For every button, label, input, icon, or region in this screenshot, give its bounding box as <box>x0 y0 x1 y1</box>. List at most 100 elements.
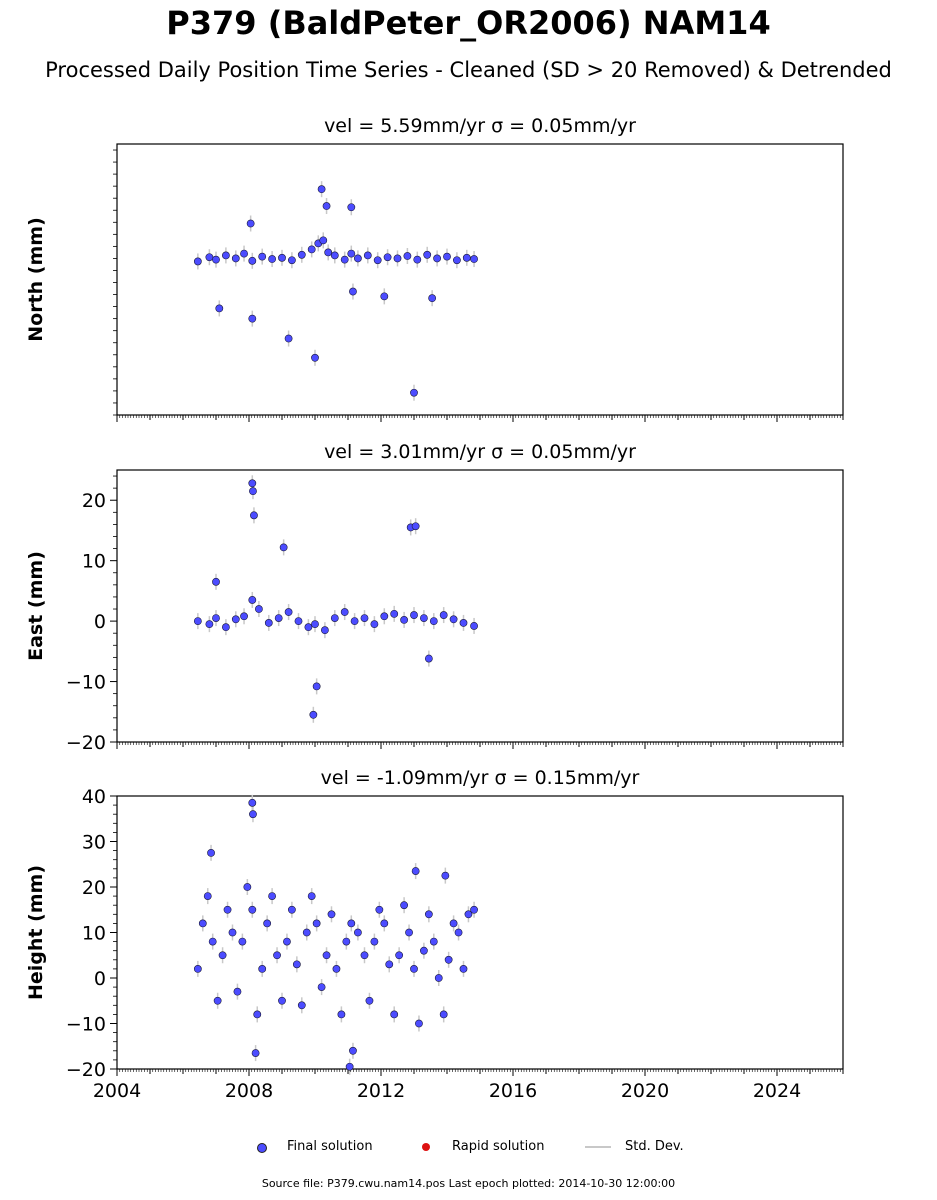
y-tick-label: −20 <box>66 732 106 754</box>
data-point <box>203 892 212 900</box>
y-tick-label: 20 <box>82 490 106 512</box>
data-point <box>322 951 331 960</box>
legend-rapid: Rapid solution <box>420 1137 560 1157</box>
data-point <box>411 867 420 875</box>
data-point <box>254 605 263 613</box>
y-tick-label: 30 <box>82 832 106 854</box>
data-point <box>400 616 408 624</box>
data-point <box>439 1010 448 1019</box>
data-point <box>205 620 214 629</box>
data-point <box>253 1010 262 1019</box>
data-point <box>312 682 321 691</box>
data-point <box>212 255 220 264</box>
data-point <box>443 252 451 261</box>
data-point <box>294 617 303 626</box>
data-point <box>278 253 286 262</box>
data-point <box>429 617 438 626</box>
x-tick-label: 2020 <box>621 1080 669 1102</box>
data-point <box>383 253 392 262</box>
data-point <box>258 252 267 261</box>
data-point <box>470 622 478 630</box>
legend-std-label: Std. Dev. <box>625 1139 684 1154</box>
data-point <box>353 254 362 263</box>
data-point <box>207 848 215 857</box>
data-point <box>248 905 257 914</box>
data-point <box>233 987 242 996</box>
data-point <box>250 511 258 520</box>
data-point <box>444 955 453 964</box>
data-point <box>347 249 356 258</box>
data-point <box>278 996 286 1005</box>
data-point <box>360 951 369 960</box>
data-point <box>284 608 293 616</box>
data-point <box>332 965 341 973</box>
data-point <box>380 612 389 621</box>
data-point <box>231 615 240 624</box>
x-tick-label: 2004 <box>93 1080 141 1102</box>
x-tick-label: 2008 <box>225 1080 273 1102</box>
data-point <box>258 965 267 973</box>
data-point <box>403 252 412 260</box>
data-point <box>307 245 316 254</box>
data-point <box>419 946 428 955</box>
data-point <box>395 951 404 960</box>
data-point <box>459 619 468 627</box>
data-point <box>248 256 257 265</box>
data-point <box>424 654 433 663</box>
data-point <box>405 928 413 937</box>
y-tick-label: 40 <box>82 786 106 808</box>
data-point <box>240 612 248 621</box>
data-point <box>324 248 333 257</box>
data-point <box>373 256 382 265</box>
data-point <box>297 250 306 259</box>
data-point <box>274 614 283 622</box>
data-point <box>309 710 318 719</box>
x-tick-label: 2024 <box>753 1080 801 1102</box>
data-point <box>385 960 394 969</box>
data-point <box>428 294 437 303</box>
x-tick-label: 2012 <box>357 1080 405 1102</box>
data-point <box>441 871 450 880</box>
data-point <box>380 919 389 928</box>
data-point <box>320 626 329 635</box>
data-point <box>273 951 281 960</box>
data-point <box>193 965 202 973</box>
data-point <box>249 487 257 496</box>
data-point <box>360 614 369 622</box>
data-point <box>213 996 222 1005</box>
data-point <box>423 250 432 259</box>
chart-title: P379 (BaldPeter_OR2006) NAM14 <box>166 4 771 42</box>
data-point <box>246 219 255 228</box>
data-point <box>279 543 288 552</box>
data-point <box>464 910 473 919</box>
data-point <box>240 249 248 258</box>
data-point <box>263 919 272 928</box>
data-point <box>337 1010 346 1019</box>
data-point <box>462 253 471 262</box>
data-point <box>304 623 313 632</box>
std-dev-line-icon <box>585 1146 611 1148</box>
data-point <box>470 255 478 263</box>
panel-title: vel = 5.59mm/yr σ = 0.05mm/yr <box>324 115 636 137</box>
data-point <box>311 620 319 629</box>
data-point <box>347 203 356 212</box>
data-point <box>238 937 247 946</box>
data-point <box>350 617 359 626</box>
data-point <box>375 905 384 914</box>
data-point <box>317 185 326 194</box>
data-point <box>212 614 220 622</box>
data-point <box>434 974 443 982</box>
data-point <box>215 304 224 313</box>
data-point <box>390 1010 399 1019</box>
data-point <box>223 905 232 914</box>
data-point <box>433 254 441 263</box>
data-point <box>248 596 257 604</box>
y-axis-label: East (mm) <box>25 551 47 661</box>
plot-frame <box>116 143 844 416</box>
data-point <box>340 608 349 616</box>
data-point <box>410 611 418 619</box>
data-point <box>292 960 301 969</box>
data-point <box>413 255 422 264</box>
data-point <box>248 798 257 807</box>
y-tick-label: 20 <box>82 877 106 899</box>
